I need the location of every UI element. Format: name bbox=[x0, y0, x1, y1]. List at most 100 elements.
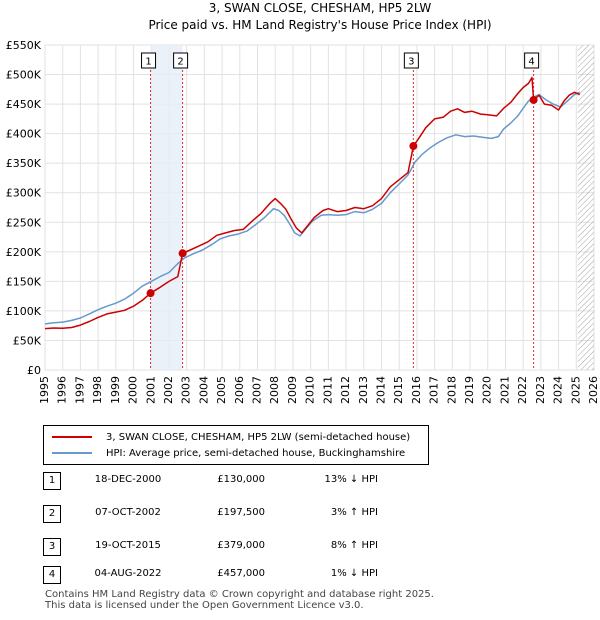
x-tick-label: 2021 bbox=[498, 376, 511, 404]
shaded-ranges bbox=[150, 45, 594, 370]
x-tick-label: 2003 bbox=[180, 376, 193, 404]
sale-label-box bbox=[173, 52, 189, 69]
y-tick-label: £550K bbox=[6, 39, 42, 52]
footer-attribution: Contains HM Land Registry data © Crown c… bbox=[45, 589, 434, 611]
sale-point bbox=[146, 289, 155, 298]
sale-point bbox=[409, 142, 418, 151]
sale-label-box bbox=[524, 52, 540, 69]
x-tick-label: 2009 bbox=[286, 376, 299, 404]
x-tick-label: 2020 bbox=[481, 376, 494, 404]
series-line bbox=[44, 91, 581, 325]
sale-hpi-diff: 8% ↑ HPI bbox=[330, 540, 378, 551]
sale-row: 2 07-OCT-2002 £197,500 3% ↑ HPI bbox=[43, 505, 543, 523]
y-tick-label: £50K bbox=[13, 334, 42, 347]
sale-price: £197,500 bbox=[217, 507, 265, 518]
x-tick-label: 2018 bbox=[445, 376, 458, 404]
x-tick-label: 2006 bbox=[233, 376, 246, 404]
y-tick-label: £350K bbox=[6, 157, 42, 170]
y-tick-label: £200K bbox=[6, 246, 42, 259]
x-tick-label: 2023 bbox=[534, 376, 547, 404]
x-tick-label: 2016 bbox=[410, 376, 423, 404]
x-tick-label: 1995 bbox=[38, 376, 51, 404]
sale-number-badge: 3 bbox=[43, 538, 61, 556]
y-tick-label: £150K bbox=[6, 275, 42, 288]
sale-price: £379,000 bbox=[217, 540, 265, 551]
footer-line-licence: This data is licensed under the Open Gov… bbox=[45, 600, 364, 611]
sale-row: 1 18-DEC-2000 £130,000 13% ↓ HPI bbox=[43, 472, 543, 490]
price-chart: 3, SWAN CLOSE, CHESHAM, HP5 2LW Price pa… bbox=[6, 1, 600, 404]
x-tick-label: 2014 bbox=[374, 376, 387, 404]
sale-vertical-lines bbox=[150, 70, 535, 370]
x-tick-label: 1997 bbox=[73, 376, 86, 404]
y-tick-label: £450K bbox=[6, 98, 42, 111]
x-tick-label: 2022 bbox=[516, 376, 529, 404]
sale-label-number: 1 bbox=[145, 57, 151, 68]
sale-number-badge: 2 bbox=[43, 505, 61, 523]
sale-hpi-diff: 13% ↓ HPI bbox=[324, 474, 378, 485]
sale-date: 07-OCT-2002 bbox=[95, 507, 161, 518]
sale-label-box bbox=[141, 52, 157, 69]
sale-label-number: 2 bbox=[177, 57, 183, 68]
plot-area bbox=[44, 44, 595, 371]
sale-date: 04-AUG-2022 bbox=[94, 568, 162, 579]
legend-item-property: 3, SWAN CLOSE, CHESHAM, HP5 2LW (semi-de… bbox=[52, 430, 410, 444]
sale-markers bbox=[146, 95, 538, 298]
x-tick-label: 1996 bbox=[56, 376, 69, 404]
footer-line-copyright: Contains HM Land Registry data © Crown c… bbox=[45, 589, 434, 600]
y-axis-ticks: £0 £50K £100K £150K £200K £250K £300K £350K £400… bbox=[6, 39, 42, 377]
x-tick-label: 2001 bbox=[144, 376, 157, 404]
sale-row: 3 19-OCT-2015 £379,000 8% ↑ HPI bbox=[43, 538, 543, 556]
sale-point bbox=[529, 95, 538, 104]
sale-date: 18-DEC-2000 bbox=[94, 474, 162, 485]
x-tick-label: 2013 bbox=[357, 376, 370, 404]
sale-point bbox=[178, 249, 187, 258]
sale-label-box bbox=[403, 52, 419, 69]
sale-hpi-diff: 1% ↓ HPI bbox=[330, 568, 378, 579]
x-tick-label: 2024 bbox=[552, 376, 565, 404]
sale-label-number: 4 bbox=[528, 57, 534, 68]
legend-label-property: 3, SWAN CLOSE, CHESHAM, HP5 2LW (semi-de… bbox=[106, 431, 411, 443]
plot-background bbox=[44, 44, 595, 371]
x-tick-label: 2025 bbox=[569, 376, 582, 404]
legend-label-hpi: HPI: Average price, semi-detached house,… bbox=[106, 447, 406, 459]
y-tick-label: £250K bbox=[6, 216, 42, 229]
x-tick-label: 2026 bbox=[587, 376, 600, 404]
sale-date: 19-OCT-2015 bbox=[95, 540, 161, 551]
x-tick-label: 2015 bbox=[392, 376, 405, 404]
x-tick-label: 1998 bbox=[91, 376, 104, 404]
x-tick-label: 2011 bbox=[321, 376, 334, 404]
x-tick-label: 2008 bbox=[268, 376, 281, 404]
sale-number-badge: 1 bbox=[43, 472, 61, 490]
y-tick-label: £400K bbox=[6, 128, 42, 141]
sale-price: £457,000 bbox=[217, 568, 265, 579]
x-tick-label: 2012 bbox=[339, 376, 352, 404]
chart-title: 3, SWAN CLOSE, CHESHAM, HP5 2LW bbox=[209, 1, 432, 15]
sale-labels: 1 2 3 4 bbox=[141, 52, 540, 69]
sale-shaded-range bbox=[150, 45, 183, 370]
chart-subtitle: Price paid vs. HM Land Registry's House … bbox=[148, 18, 491, 32]
legend-swatch-property bbox=[52, 436, 92, 438]
x-tick-label: 2007 bbox=[251, 376, 264, 404]
chart-legend: 3, SWAN CLOSE, CHESHAM, HP5 2LW (semi-de… bbox=[43, 425, 429, 465]
x-tick-label: 2004 bbox=[197, 376, 210, 404]
y-tick-label: £300K bbox=[6, 187, 42, 200]
future-hatched-range bbox=[577, 45, 594, 370]
sale-hpi-diff: 3% ↑ HPI bbox=[330, 507, 378, 518]
x-tick-label: 2010 bbox=[304, 376, 317, 404]
sale-price: £130,000 bbox=[217, 474, 265, 485]
grid-lines bbox=[44, 44, 595, 371]
y-tick-label: £500K bbox=[6, 69, 42, 82]
legend-item-hpi: HPI: Average price, semi-detached house,… bbox=[52, 446, 405, 460]
x-tick-label: 2017 bbox=[428, 376, 441, 404]
sale-row: 4 04-AUG-2022 £457,000 1% ↓ HPI bbox=[43, 566, 543, 584]
legend-swatch-hpi bbox=[52, 452, 92, 454]
y-tick-label: £0 bbox=[27, 364, 41, 377]
x-tick-label: 2000 bbox=[127, 376, 140, 404]
sale-number-badge: 4 bbox=[43, 566, 61, 584]
x-tick-label: 1999 bbox=[109, 376, 122, 404]
x-axis-ticks: 1995 1996 1997 1998 1999 2000 2001 2002 2003 2004… bbox=[38, 376, 600, 404]
sale-label-number: 3 bbox=[408, 57, 414, 68]
x-tick-label: 2005 bbox=[215, 376, 228, 404]
x-tick-label: 2019 bbox=[463, 376, 476, 404]
x-tick-label: 2002 bbox=[162, 376, 175, 404]
